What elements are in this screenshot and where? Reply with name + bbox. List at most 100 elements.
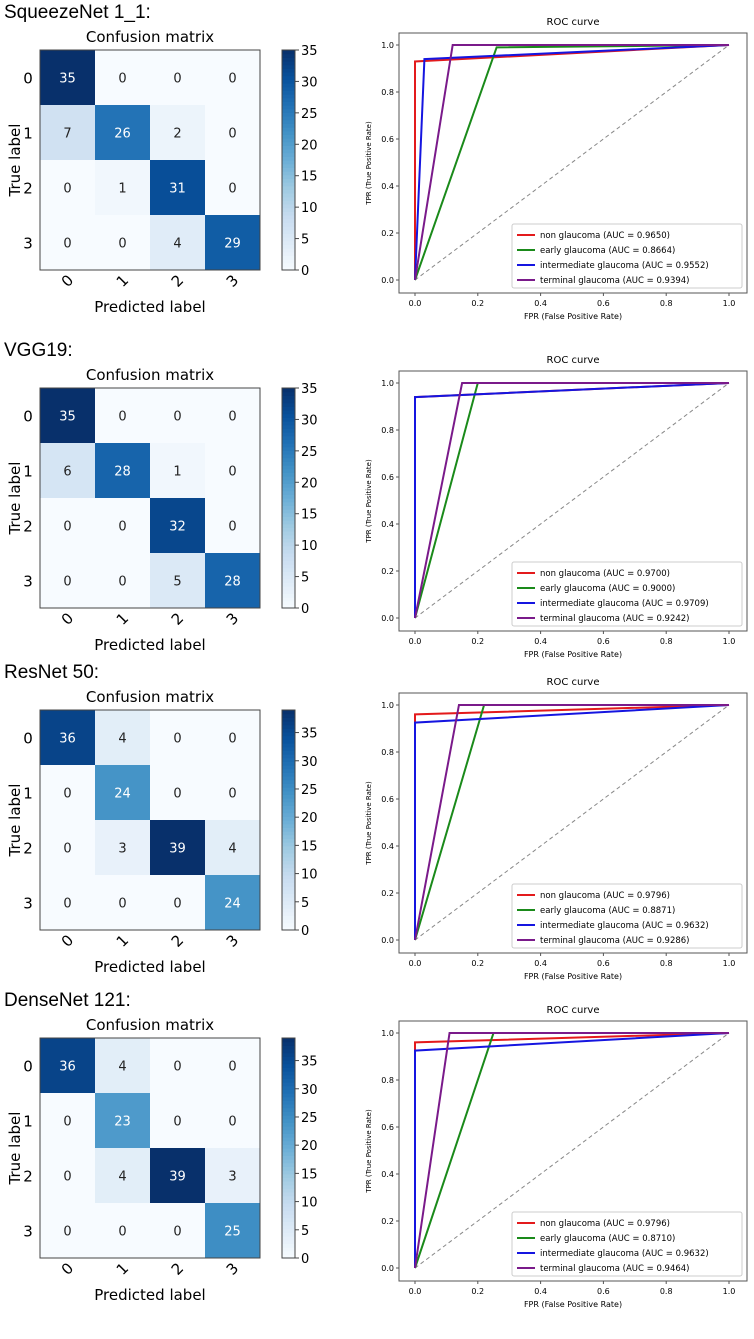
cm-xtick: 1: [113, 1259, 132, 1278]
colorbar-segment: [282, 1082, 295, 1087]
roc-ytick-label: 1.0: [381, 41, 394, 50]
cm-cell-value: 0: [228, 787, 236, 802]
cm-cell-value: 0: [63, 1225, 71, 1240]
colorbar-segment: [282, 600, 295, 605]
cm-ytick: 3: [23, 235, 33, 253]
colorbar-segment: [282, 388, 295, 393]
colorbar-segment: [282, 457, 295, 462]
cm-cell-value: 1: [173, 465, 181, 480]
colorbar-segment: [282, 542, 295, 547]
colorbar-segment: [282, 1038, 295, 1043]
cm-cell: [95, 765, 150, 820]
colorbar-segment: [282, 1228, 295, 1233]
cm-title: Confusion matrix: [86, 366, 214, 384]
colorbar-segment: [282, 399, 295, 404]
colorbar-segment: [282, 761, 295, 766]
colorbar-segment: [282, 886, 295, 891]
roc-xtick-label: 0.6: [597, 299, 610, 308]
cm-cell-value: 36: [59, 732, 76, 747]
cm-cell: [150, 1203, 205, 1258]
colorbar-segment: [282, 266, 295, 271]
colorbar-segment: [282, 1192, 295, 1197]
colorbar-tick-label: 20: [301, 1139, 318, 1154]
cm-ytick: 1: [23, 125, 33, 143]
cm-ytick: 1: [23, 463, 33, 481]
colorbar-segment: [282, 1056, 295, 1061]
cm-cell-value: 0: [63, 182, 71, 197]
colorbar-segment: [282, 1060, 295, 1065]
cm-cell: [150, 160, 205, 215]
colorbar-tick-label: 10: [301, 201, 318, 216]
cm-cell: [150, 50, 205, 105]
colorbar-segment: [282, 1155, 295, 1160]
cm-cell: [150, 710, 205, 765]
colorbar-segment: [282, 391, 295, 396]
colorbar-segment: [282, 827, 295, 832]
roc-ytick-label: 0.0: [381, 276, 394, 285]
roc-xlabel: FPR (False Positive Rate): [524, 650, 622, 659]
colorbar-segment: [282, 413, 295, 418]
cm-frame: [39, 387, 261, 609]
colorbar-segment: [282, 1067, 295, 1072]
roc-xtick-label: 0.4: [534, 299, 547, 308]
colorbar-frame: [281, 709, 296, 931]
colorbar-segment: [282, 163, 295, 168]
colorbar-segment: [282, 476, 295, 481]
roc-xlabel: FPR (False Positive Rate): [524, 972, 622, 981]
cm-xtick: 2: [168, 1259, 187, 1278]
cm-xtick: 2: [168, 271, 187, 290]
cm-cell: [150, 765, 205, 820]
cm-cell-value: 0: [228, 410, 236, 425]
colorbar-tick-label: 20: [301, 476, 318, 491]
colorbar-segment: [282, 229, 295, 234]
colorbar-segment: [282, 710, 295, 715]
cm-cell-value: 35: [59, 410, 76, 425]
legend-label: early glaucoma (AUC = 0.8710): [540, 1234, 675, 1244]
roc-xtick-label: 0.6: [597, 959, 610, 968]
roc-xtick-label: 0.8: [660, 637, 673, 646]
colorbar-segment: [282, 196, 295, 201]
cm-cell-value: 29: [224, 237, 241, 252]
cm-cell: [95, 498, 150, 553]
cm-cell: [95, 710, 150, 765]
cm-frame: [39, 1037, 261, 1259]
legend-label: non glaucoma (AUC = 0.9796): [540, 1219, 670, 1229]
colorbar-segment: [282, 1115, 295, 1120]
roc-xtick-label: 0.4: [534, 637, 547, 646]
colorbar-segment: [282, 83, 295, 88]
cm-cell-value: 2: [173, 127, 181, 142]
cm-cell-value: 0: [118, 1225, 126, 1240]
colorbar-segment: [282, 512, 295, 517]
cm-cell: [40, 1093, 95, 1148]
cm-cell-value: 0: [228, 127, 236, 142]
cm-cell: [95, 1038, 150, 1093]
colorbar-segment: [282, 1045, 295, 1050]
cm-xtick: 0: [58, 271, 77, 290]
model-panel: Confusion matrix 36 4 0 0 0 23 0 0 0 4 39 3 0 0 0 25 0 0 1 1…: [0, 988, 754, 1323]
cm-cell-value: 4: [118, 732, 126, 747]
colorbar-segment: [282, 1133, 295, 1138]
colorbar-segment: [282, 435, 295, 440]
colorbar-segment: [282, 1184, 295, 1189]
colorbar-segment: [282, 428, 295, 433]
colorbar-segment: [282, 255, 295, 260]
colorbar-segment: [282, 582, 295, 587]
colorbar-segment: [282, 1199, 295, 1204]
cm-cell: [205, 105, 260, 160]
cm-cell: [150, 498, 205, 553]
colorbar-segment: [282, 152, 295, 157]
cm-cell: [40, 50, 95, 105]
roc-legend: [511, 561, 743, 627]
roc-series-line: [414, 1032, 730, 1268]
colorbar-segment: [282, 189, 295, 194]
colorbar-segment: [282, 567, 295, 572]
colorbar-segment: [282, 1078, 295, 1083]
cm-xtick: 1: [113, 931, 132, 950]
colorbar-tick-label: 35: [301, 44, 318, 59]
cm-cell-value: 0: [228, 1115, 236, 1130]
cm-cell: [40, 710, 95, 765]
cm-cell: [40, 498, 95, 553]
cm-xlabel: Predicted label: [94, 298, 205, 316]
colorbar-tick-label: 0: [301, 924, 309, 939]
